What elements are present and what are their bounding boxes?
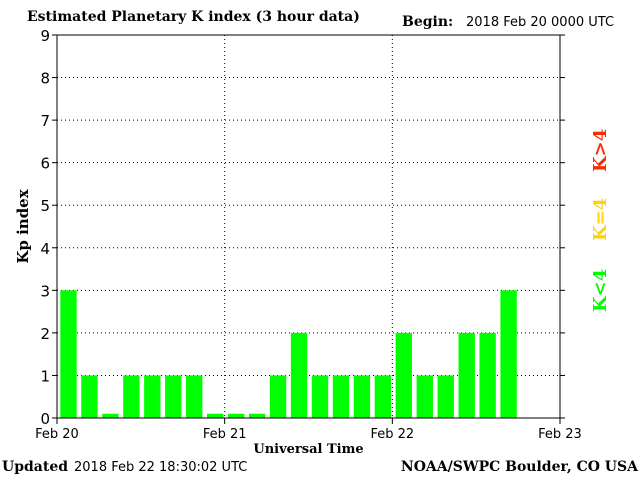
kp-bar [102, 413, 119, 418]
updated-value: 2018 Feb 22 18:30:02 UTC [74, 460, 248, 475]
kp-bar [395, 332, 412, 418]
kp-bar [311, 375, 329, 418]
y-tick-label: 4 [40, 240, 50, 258]
begin-value: 2018 Feb 20 0000 UTC [466, 15, 615, 30]
updated-label: Updated [2, 459, 69, 475]
credit-text: NOAA/SWPC Boulder, CO USA [400, 459, 638, 475]
legend-high: K>4 [590, 128, 611, 172]
legend-mid: K=4 [590, 197, 611, 241]
kp-bar [60, 290, 77, 418]
kp-bar [248, 413, 266, 418]
y-tick-label: 7 [40, 112, 50, 130]
kp-bar [207, 413, 224, 418]
kp-bar [416, 375, 433, 418]
x-tick-label: Feb 21 [203, 427, 247, 442]
kp-bar [374, 375, 392, 418]
kp-bar [186, 375, 203, 418]
plot-frame [56, 34, 561, 419]
y-tick-label: 6 [40, 155, 50, 173]
y-tick-label: 5 [40, 197, 50, 215]
x-tick-label: Feb 22 [370, 427, 414, 442]
legend-low: K<4 [590, 268, 611, 312]
chart-title: Estimated Planetary K index (3 hour data… [27, 9, 360, 25]
kp-bar [479, 332, 496, 418]
y-tick-label: 1 [40, 367, 50, 385]
x-tick-label: Feb 20 [35, 427, 79, 442]
kp-bar [290, 332, 308, 418]
kp-bar [332, 375, 350, 418]
kp-bar [500, 290, 517, 418]
x-tick-label: Feb 23 [538, 427, 582, 442]
y-axis-label: Kp index [14, 188, 32, 263]
kp-bar [227, 413, 245, 418]
kp-bar [458, 332, 475, 418]
y-tick-label: 0 [40, 410, 50, 428]
y-tick-label: 9 [40, 27, 50, 45]
kp-bar [144, 375, 161, 418]
kp-bar [123, 375, 140, 418]
x-axis-label: Universal Time [253, 442, 363, 457]
kp-bar [165, 375, 182, 418]
y-tick-label: 2 [40, 325, 50, 343]
y-tick-label: 3 [40, 282, 50, 300]
begin-label: Begin: [402, 14, 454, 30]
kp-bar [353, 375, 371, 418]
kp-bar [437, 375, 454, 418]
kp-bar [81, 375, 98, 418]
y-tick-label: 8 [40, 70, 50, 88]
kp-bar [269, 375, 287, 418]
